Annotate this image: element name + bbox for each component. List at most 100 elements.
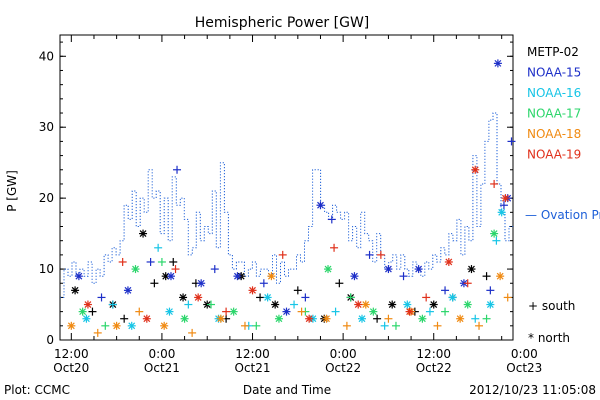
data-point-metp-02 bbox=[88, 307, 97, 316]
data-point-noaa-15 bbox=[499, 201, 508, 210]
data-point-noaa-18 bbox=[384, 314, 393, 323]
data-point-noaa-19 bbox=[118, 257, 127, 266]
data-point-noaa-16 bbox=[380, 321, 389, 330]
ovation-series bbox=[60, 112, 513, 298]
legend-entry: NOAA-16 bbox=[527, 86, 581, 100]
data-point-noaa-15 bbox=[197, 279, 206, 288]
data-point-noaa-16 bbox=[290, 300, 299, 309]
data-point-noaa-15 bbox=[233, 272, 242, 281]
x-tick-label-date: Oct22 bbox=[325, 361, 361, 375]
data-point-noaa-15 bbox=[441, 286, 450, 295]
data-point-noaa-16 bbox=[448, 293, 457, 302]
data-point-noaa-18 bbox=[456, 314, 465, 323]
data-point-noaa-16 bbox=[486, 300, 495, 309]
x-tick-label-date: Oct21 bbox=[144, 361, 180, 375]
legend-entry: NOAA-19 bbox=[527, 148, 581, 162]
data-point-noaa-18 bbox=[240, 321, 249, 330]
data-point-noaa-17 bbox=[229, 307, 238, 316]
data-point-noaa-16 bbox=[108, 300, 117, 309]
data-point-noaa-15 bbox=[97, 293, 106, 302]
marker-note-north: * north bbox=[528, 331, 570, 345]
data-point-noaa-18 bbox=[188, 328, 197, 337]
data-point-noaa-19 bbox=[278, 250, 287, 259]
data-point-noaa-17 bbox=[482, 314, 491, 323]
data-point-metp-02 bbox=[373, 314, 382, 323]
x-tick-label-date: Oct21 bbox=[235, 361, 271, 375]
data-point-noaa-16 bbox=[492, 236, 501, 245]
data-point-noaa-18 bbox=[503, 293, 512, 302]
x-tick-label-time: 12:00 bbox=[54, 347, 89, 361]
plot-frame bbox=[59, 34, 514, 341]
data-point-noaa-15 bbox=[327, 215, 336, 224]
data-point-noaa-19 bbox=[463, 279, 472, 288]
x-axis-label: Date and Time bbox=[243, 383, 331, 397]
legend-entry: NOAA-15 bbox=[527, 66, 581, 80]
data-point-noaa-17 bbox=[180, 314, 189, 323]
data-point-metp-02 bbox=[482, 272, 491, 281]
data-point-noaa-16 bbox=[425, 307, 434, 316]
footer-credit: Plot: CCMC bbox=[4, 383, 70, 397]
data-point-noaa-15 bbox=[486, 286, 495, 295]
x-tick-label-date: Oct22 bbox=[416, 361, 452, 375]
data-point-noaa-16 bbox=[165, 307, 174, 316]
data-point-noaa-15 bbox=[166, 272, 175, 281]
data-point-noaa-16 bbox=[358, 314, 366, 323]
data-point-noaa-16 bbox=[154, 243, 163, 252]
data-point-noaa-18 bbox=[297, 307, 306, 316]
data-point-noaa-16 bbox=[471, 314, 480, 323]
legend-entry: NOAA-17 bbox=[527, 107, 581, 121]
data-point-noaa-15 bbox=[146, 257, 155, 266]
data-point-noaa-17 bbox=[441, 307, 450, 316]
data-point-noaa-19 bbox=[444, 257, 453, 266]
data-point-noaa-15 bbox=[399, 272, 408, 281]
data-point-noaa-17 bbox=[252, 321, 261, 330]
data-point-noaa-19 bbox=[171, 265, 180, 274]
data-point-noaa-17 bbox=[369, 307, 378, 316]
data-point-noaa-19 bbox=[330, 243, 339, 252]
data-point-noaa-16 bbox=[403, 300, 412, 309]
data-point-noaa-15 bbox=[259, 279, 268, 288]
data-point-noaa-18 bbox=[112, 321, 121, 330]
data-point-noaa-19 bbox=[222, 307, 231, 316]
data-point-noaa-18 bbox=[433, 321, 442, 330]
data-point-noaa-16 bbox=[331, 307, 340, 316]
data-point-noaa-15 bbox=[123, 286, 132, 295]
data-point-metp-02 bbox=[169, 257, 178, 266]
ovation-line bbox=[60, 112, 513, 298]
y-tick-label: 0 bbox=[46, 333, 54, 347]
data-point-noaa-17 bbox=[131, 265, 140, 274]
data-point-noaa-18 bbox=[475, 321, 484, 330]
data-point-noaa-17 bbox=[324, 265, 333, 274]
data-point-noaa-18 bbox=[67, 321, 76, 330]
data-point-metp-02 bbox=[120, 314, 129, 323]
data-point-noaa-15 bbox=[365, 250, 374, 259]
data-point-noaa-19 bbox=[305, 314, 314, 323]
data-point-noaa-17 bbox=[490, 229, 499, 238]
data-point-noaa-18 bbox=[496, 272, 505, 281]
data-point-noaa-15 bbox=[493, 59, 502, 68]
data-point-noaa-17 bbox=[207, 300, 215, 309]
data-point-noaa-15 bbox=[414, 265, 423, 274]
data-point-noaa-16 bbox=[263, 293, 272, 302]
x-tick-label-date: Oct20 bbox=[53, 361, 89, 375]
data-point-noaa-18 bbox=[216, 314, 225, 323]
x-tick-label-time: 12:00 bbox=[235, 347, 270, 361]
data-point-metp-02 bbox=[139, 229, 148, 238]
data-point-noaa-19 bbox=[354, 300, 363, 309]
ovation-label: — Ovation Prime HPI bbox=[525, 208, 600, 222]
data-point-noaa-19 bbox=[501, 194, 510, 203]
data-point-noaa-19 bbox=[490, 179, 499, 188]
y-tick-label: 40 bbox=[39, 49, 54, 63]
data-point-noaa-19 bbox=[405, 307, 414, 316]
data-point-noaa-18 bbox=[361, 300, 370, 309]
data-point-noaa-16 bbox=[184, 300, 193, 309]
data-point-noaa-16 bbox=[497, 208, 506, 217]
data-point-noaa-17 bbox=[463, 300, 472, 309]
x-tick-label-time: 12:00 bbox=[416, 347, 451, 361]
data-point-noaa-17 bbox=[101, 321, 110, 330]
data-point-noaa-19 bbox=[376, 250, 385, 259]
data-point-noaa-16 bbox=[127, 321, 136, 330]
data-point-noaa-15 bbox=[507, 137, 516, 146]
data-point-noaa-19 bbox=[194, 293, 203, 302]
